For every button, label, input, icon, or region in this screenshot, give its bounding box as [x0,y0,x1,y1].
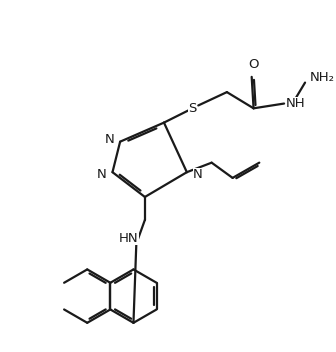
Text: N: N [193,168,202,181]
Text: HN: HN [119,232,138,245]
Text: S: S [188,102,197,115]
Text: O: O [248,58,259,71]
Text: N: N [104,133,114,146]
Text: NH: NH [286,97,306,110]
Text: N: N [97,168,107,181]
Text: NH₂: NH₂ [310,71,335,84]
